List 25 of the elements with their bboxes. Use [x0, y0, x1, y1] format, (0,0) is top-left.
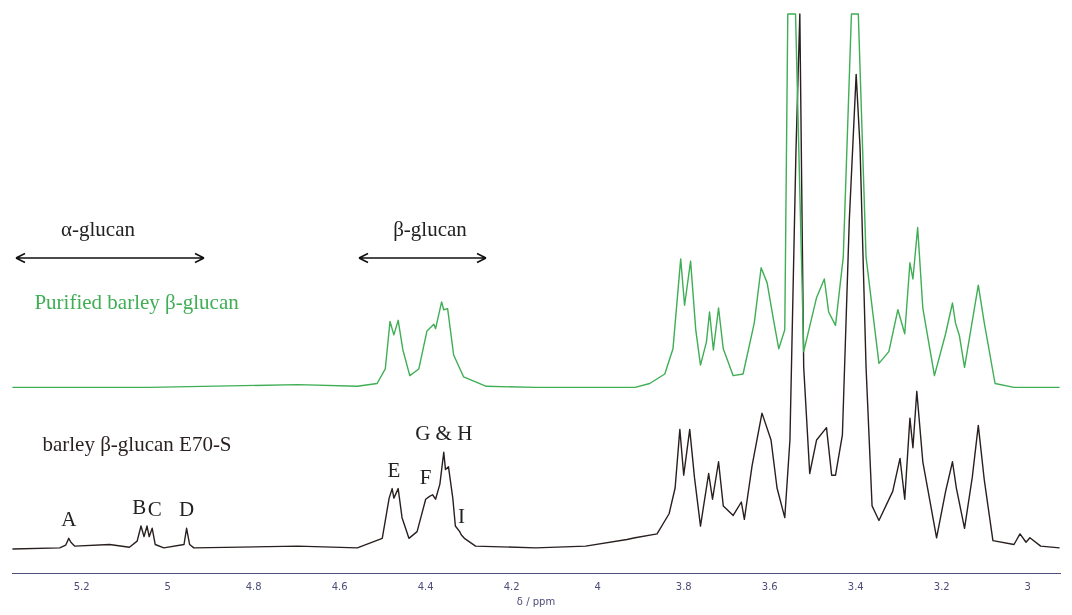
- x-tick-label: 3.8: [675, 580, 692, 592]
- annotation: F: [419, 465, 432, 490]
- annotation: B: [132, 495, 147, 520]
- x-tick-label: 4.6: [331, 580, 348, 592]
- annotation: α-glucan: [61, 217, 136, 241]
- x-tick-label: 3.4: [847, 580, 864, 592]
- x-axis-title: δ / ppm: [516, 595, 556, 607]
- x-tick-label: 3.6: [761, 580, 778, 592]
- x-tick-label: 3: [1024, 580, 1031, 592]
- x-tick-label: 5.2: [73, 580, 90, 592]
- x-tick-label: 3.2: [933, 580, 950, 592]
- annotation: β-glucan: [393, 217, 468, 241]
- text: Purified barley β-glucan: [34, 290, 240, 315]
- annotation: E: [387, 457, 401, 482]
- x-tick-label: 4: [594, 580, 601, 592]
- annotation: D: [179, 497, 195, 522]
- x-tick-label: 4.8: [245, 580, 262, 592]
- annotation: G & H: [415, 421, 473, 446]
- text: barley β-glucan E70-S: [42, 431, 232, 456]
- x-tick-label: 4.2: [503, 580, 520, 592]
- x-tick-label: 5: [164, 580, 171, 592]
- annotation: A: [61, 507, 78, 532]
- x-tick-label: 4.4: [417, 580, 434, 592]
- annotation: I: [457, 503, 465, 528]
- annotation: C: [147, 497, 162, 522]
